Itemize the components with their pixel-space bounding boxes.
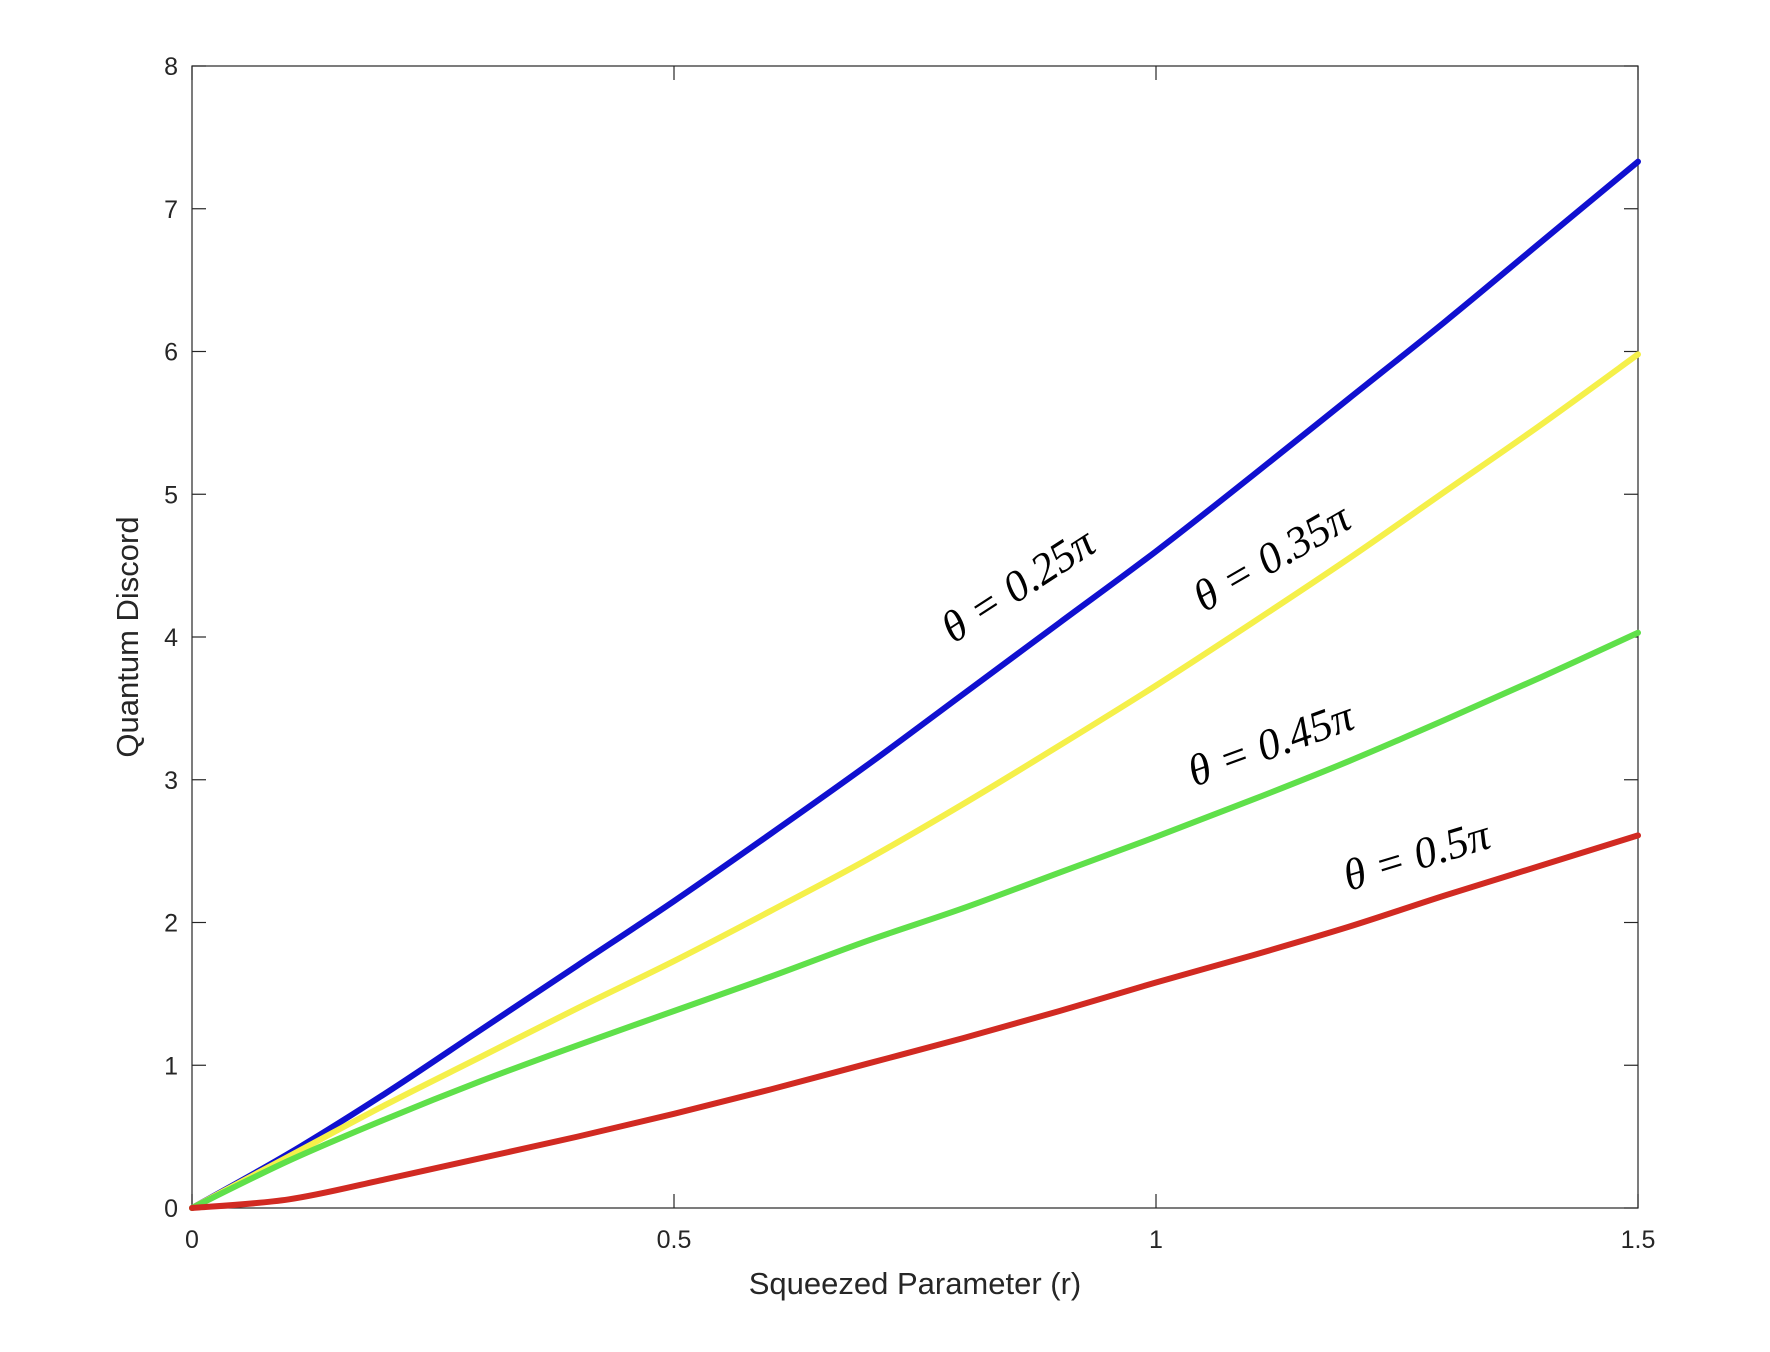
series-line-3 <box>189 629 1641 1211</box>
series-line-1 <box>189 158 1641 1211</box>
series-lines <box>189 158 1641 1211</box>
x-axis-title: Squeezed Parameter (r) <box>749 1266 1082 1301</box>
y-tick-label: 1 <box>164 1052 178 1080</box>
series-line-2 <box>189 351 1641 1211</box>
y-axis-title: Quantum Discord <box>110 516 145 757</box>
y-tick-label: 5 <box>164 481 178 509</box>
y-tick-label: 0 <box>164 1195 178 1223</box>
y-axis: 0 1 2 3 4 5 6 7 8 <box>164 53 1638 1223</box>
y-tick-label: 7 <box>164 196 178 224</box>
x-tick-label: 0 <box>185 1226 199 1254</box>
x-axis: 0 0.5 1 1.5 <box>185 66 1655 1254</box>
y-tick-label: 8 <box>164 53 178 81</box>
y-tick-label: 2 <box>164 910 178 938</box>
y-tick-label: 3 <box>164 767 178 795</box>
x-tick-label: 1 <box>1149 1226 1163 1254</box>
series-line-4 <box>189 832 1641 1211</box>
y-tick-label: 4 <box>164 624 178 652</box>
y-tick-label: 6 <box>164 339 178 367</box>
x-tick-label: 0.5 <box>657 1226 692 1254</box>
x-tick-label: 1.5 <box>1621 1226 1656 1254</box>
